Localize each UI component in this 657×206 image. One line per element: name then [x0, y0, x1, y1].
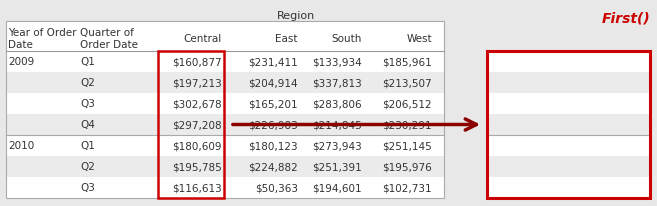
Text: $273,943: $273,943 [312, 141, 362, 151]
Text: $195,785: $195,785 [551, 162, 600, 172]
Text: $224,882: $224,882 [248, 162, 298, 172]
Text: East: East [275, 34, 298, 44]
Text: $251,391: $251,391 [312, 162, 362, 172]
Text: $283,806: $283,806 [312, 99, 362, 109]
Text: Q3: Q3 [80, 99, 95, 109]
Text: $231,411: $231,411 [248, 57, 298, 67]
Text: $204,914: $204,914 [248, 78, 298, 88]
Text: -3: -3 [635, 120, 646, 130]
Text: $102,731: $102,731 [382, 183, 432, 193]
Text: Q1: Q1 [80, 141, 95, 151]
Text: $302,678: $302,678 [172, 99, 222, 109]
Text: $251,145: $251,145 [382, 141, 432, 151]
Bar [487, 73, 650, 94]
Text: Q4: Q4 [80, 120, 95, 130]
Bar [6, 135, 444, 156]
Text: $297,208: $297,208 [172, 120, 222, 130]
Text: $116,613: $116,613 [551, 183, 600, 193]
Text: $206,512: $206,512 [382, 99, 432, 109]
Text: 2010: 2010 [8, 141, 34, 151]
Text: $195,785: $195,785 [172, 162, 222, 172]
Text: $180,609: $180,609 [173, 141, 222, 151]
Text: $226,983: $226,983 [248, 120, 298, 130]
Text: West: West [407, 34, 432, 44]
Text: South: South [332, 34, 362, 44]
Bar [6, 115, 444, 135]
Text: $214,845: $214,845 [312, 120, 362, 130]
Text: $302,678: $302,678 [551, 99, 600, 109]
Text: -4: -4 [635, 141, 646, 151]
Bar [487, 135, 650, 156]
Text: $165,201: $165,201 [248, 99, 298, 109]
Bar [6, 94, 444, 115]
Text: $160,877: $160,877 [551, 57, 600, 67]
Text: $230,291: $230,291 [382, 120, 432, 130]
Text: Q2: Q2 [80, 78, 95, 88]
Bar [487, 156, 650, 177]
Text: $180,123: $180,123 [248, 141, 298, 151]
Text: $194,601: $194,601 [312, 183, 362, 193]
Text: $160,877: $160,877 [172, 57, 222, 67]
Text: $180,609: $180,609 [551, 141, 600, 151]
Text: Quarter of
Order Date: Quarter of Order Date [80, 28, 138, 50]
Bar [487, 115, 650, 135]
Bar [487, 94, 650, 115]
Text: -2: -2 [635, 99, 646, 109]
Text: 0: 0 [639, 57, 646, 67]
Text: $185,961: $185,961 [382, 57, 432, 67]
Text: First(): First() [601, 11, 650, 25]
Bar [6, 177, 444, 198]
Text: $213,507: $213,507 [382, 78, 432, 88]
Bar [487, 52, 650, 198]
Text: Year of Order
Date: Year of Order Date [8, 28, 76, 50]
Text: -1: -1 [635, 78, 646, 88]
Text: Central: Central [184, 34, 222, 44]
Text: Q2: Q2 [80, 162, 95, 172]
Bar [487, 177, 650, 198]
Bar [6, 156, 444, 177]
Text: $197,213: $197,213 [172, 78, 222, 88]
Text: $197,213: $197,213 [551, 78, 600, 88]
Text: $116,613: $116,613 [172, 183, 222, 193]
Text: Region: Region [277, 11, 315, 21]
Bar [6, 52, 444, 73]
Text: Q3: Q3 [80, 183, 95, 193]
Text: $195,976: $195,976 [382, 162, 432, 172]
Bar [487, 52, 650, 73]
Text: $297,208: $297,208 [551, 120, 600, 130]
Text: -5: -5 [635, 162, 646, 172]
Bar [6, 22, 444, 198]
Text: -6: -6 [635, 183, 646, 193]
Bar [6, 73, 444, 94]
Text: 2009: 2009 [8, 57, 34, 67]
Text: $50,363: $50,363 [255, 183, 298, 193]
Bar [487, 52, 650, 198]
Text: Q1: Q1 [80, 57, 95, 67]
Bar [6, 22, 444, 198]
Text: $133,934: $133,934 [312, 57, 362, 67]
Bar [158, 52, 224, 198]
Text: $337,813: $337,813 [312, 78, 362, 88]
